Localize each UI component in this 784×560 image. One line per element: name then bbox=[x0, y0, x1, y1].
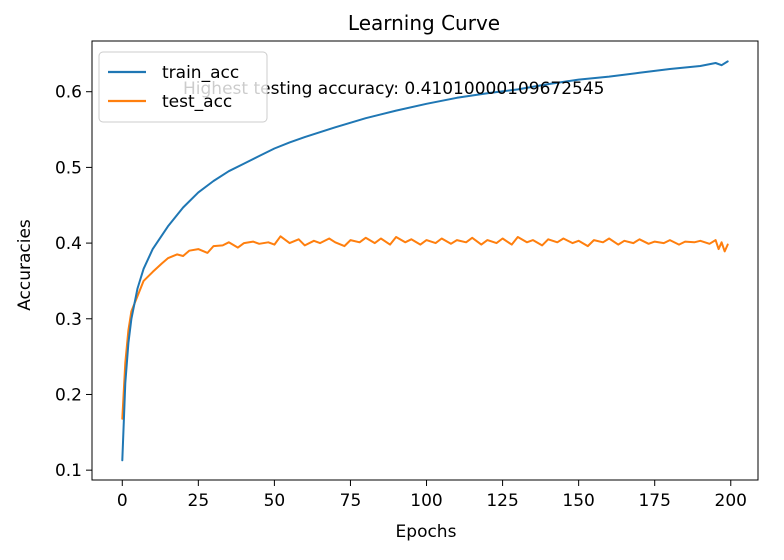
x-axis-label: Epochs bbox=[396, 522, 457, 542]
x-tick-label: 150 bbox=[562, 491, 594, 511]
x-tick-label: 100 bbox=[410, 491, 442, 511]
x-tick-label: 50 bbox=[264, 491, 286, 511]
highest-accuracy-annotation: Highest testing accuracy: 0.410100001096… bbox=[183, 79, 604, 99]
legend-box bbox=[98, 51, 268, 123]
series-lines bbox=[121, 60, 729, 462]
x-tick-label: 25 bbox=[188, 491, 210, 511]
y-axis-ticks: 0.1 0.2 0.3 0.4 0.5 0.6 bbox=[55, 83, 92, 481]
legend-label-train-acc: train_acc bbox=[162, 63, 239, 83]
x-tick-label: 125 bbox=[486, 491, 518, 511]
series-line-train-acc bbox=[121, 60, 729, 462]
y-tick-label: 0.6 bbox=[55, 83, 82, 103]
x-tick-label: 75 bbox=[340, 491, 362, 511]
plot-frame bbox=[91, 40, 759, 481]
y-tick-label: 0.4 bbox=[55, 234, 82, 254]
x-tick-label: 200 bbox=[715, 491, 747, 511]
y-tick-label: 0.2 bbox=[55, 385, 82, 405]
y-tick-label: 0.3 bbox=[55, 310, 82, 330]
x-tick-label: 175 bbox=[638, 491, 670, 511]
x-tick-label: 0 bbox=[117, 491, 128, 511]
legend: train_acc test_acc bbox=[98, 51, 268, 123]
y-axis-label: Accuracies bbox=[15, 219, 35, 311]
chart-title: Learning Curve bbox=[348, 11, 500, 35]
y-tick-label: 0.1 bbox=[55, 461, 82, 481]
legend-label-test-acc: test_acc bbox=[162, 92, 232, 112]
x-axis-ticks: 0 25 50 75 100 125 150 175 200 bbox=[117, 480, 747, 511]
series-line-test-acc bbox=[121, 235, 729, 420]
y-tick-label: 0.5 bbox=[55, 158, 82, 178]
